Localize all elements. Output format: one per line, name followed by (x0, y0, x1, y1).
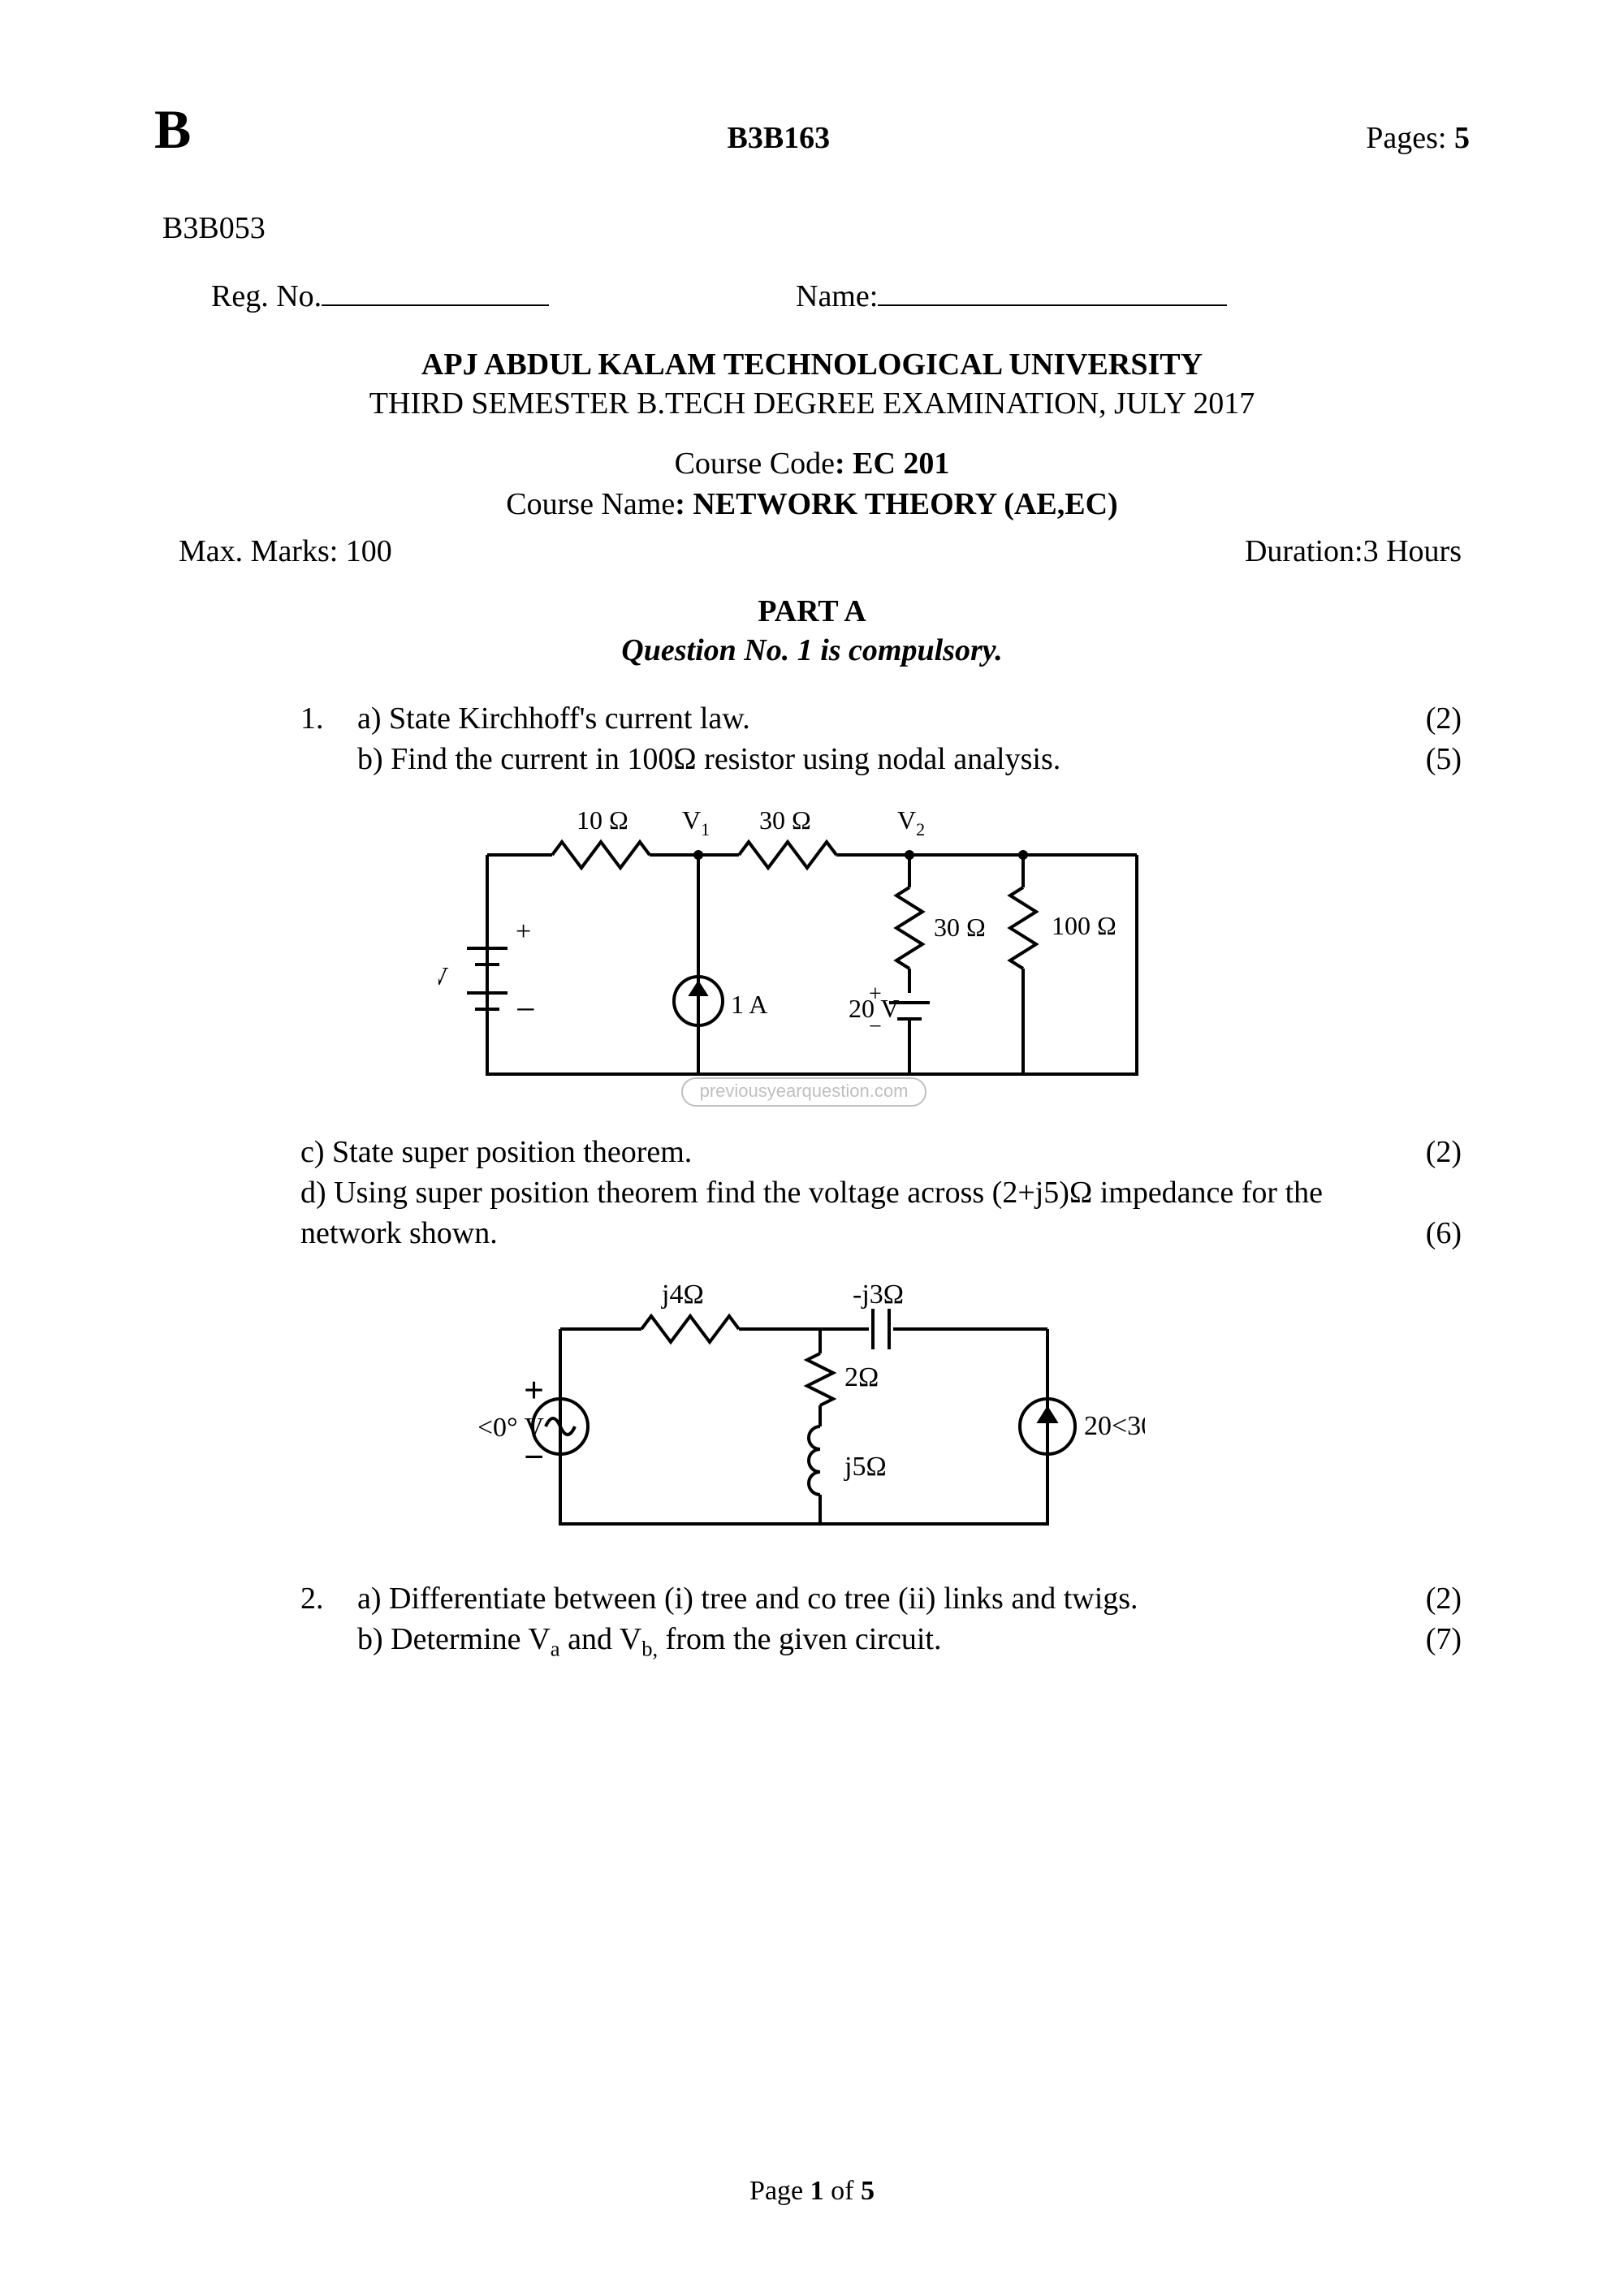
q1d-row1: d) Using super position theorem find the… (300, 1175, 1462, 1211)
course-code-label: Course Code (675, 447, 835, 481)
exam-title: THIRD SEMESTER B.TECH DEGREE EXAMINATION… (154, 386, 1470, 421)
c1-v1: V1 (682, 805, 710, 839)
pages-count: 5 (1454, 121, 1470, 155)
marks-duration-row: Max. Marks: 100 Duration:3 Hours (179, 533, 1462, 569)
c2-j4: j4Ω (661, 1280, 704, 1310)
q1d-text1: d) Using super position theorem find the… (300, 1175, 1397, 1211)
c2-isrc: 20<30° A (1084, 1411, 1145, 1441)
q1b-marks: (5) (1397, 741, 1462, 777)
footer-of: of (824, 2176, 861, 2206)
q2b-sub1: a (551, 1637, 560, 1661)
q1c-row: c) State super position theorem. (2) (300, 1134, 1462, 1170)
c1-1a: 1 A (731, 990, 767, 1019)
q2b-sub2: b, (641, 1637, 658, 1661)
university-title: APJ ABDUL KALAM TECHNOLOGICAL UNIVERSITY (154, 347, 1470, 382)
q2a-marks: (2) (1397, 1581, 1462, 1616)
pages-text: Pages: (1366, 121, 1446, 155)
course-name-label: Course Name (506, 487, 675, 521)
svg-text:previousyearquestion.com: previousyearquestion.com (700, 1081, 909, 1101)
course-name-line: Course Name: NETWORK THEORY (AE,EC) (154, 486, 1470, 522)
q2b-row: b) Determine Va and Vb, from the given c… (300, 1621, 1462, 1662)
max-marks: Max. Marks: 100 (179, 533, 392, 569)
compulsory-text: Question No. 1 is compulsory (621, 633, 995, 667)
page-footer: Page 1 of 5 (0, 2176, 1624, 2207)
c2-minus: − (524, 1437, 544, 1477)
q2b-text: b) Determine Va and Vb, from the given c… (357, 1621, 1397, 1662)
question-1-cont: c) State super position theorem. (2) d) … (300, 1134, 1462, 1251)
reg-label: Reg. No. (211, 279, 322, 313)
watermark: previousyearquestion.com (682, 1078, 926, 1106)
question-1: 1. a) State Kirchhoff's current law. (2)… (300, 701, 1462, 777)
name-field: Name: (796, 278, 1227, 314)
c1-r30a: 30 Ω (759, 805, 811, 835)
c1-r100: 100 Ω (1052, 911, 1116, 940)
q1b-spacer (300, 741, 357, 777)
q2a-row: 2. a) Differentiate between (i) tree and… (300, 1581, 1462, 1616)
course-code-value: : EC 201 (835, 447, 949, 481)
c2-neg-j3: -j3Ω (853, 1280, 904, 1310)
paper-code: B3B163 (727, 120, 830, 156)
q1a-text: a) State Kirchhoff's current law. (357, 701, 1397, 736)
q2b-spacer (300, 1621, 357, 1662)
c1-r10: 10 Ω (577, 805, 628, 835)
q1d-marks: (6) (1397, 1215, 1462, 1251)
duration: Duration:3 Hours (1245, 533, 1462, 569)
q2b-mid: and V (560, 1622, 642, 1656)
reg-underline[interactable] (322, 304, 549, 306)
q2b-post: from the given circuit. (658, 1622, 941, 1656)
footer-label: Page (749, 2176, 810, 2206)
circuit-2: j4Ω -j3Ω 2Ω j5Ω 50<0° V 20<30° A + − (154, 1264, 1470, 1556)
series-letter: B (154, 97, 191, 162)
compulsory-note: Question No. 1 is compulsory. (154, 632, 1470, 668)
q1a-marks: (2) (1397, 701, 1462, 736)
name-underline[interactable] (878, 304, 1227, 306)
q1a-row: 1. a) State Kirchhoff's current law. (2) (300, 701, 1462, 736)
q2-number: 2. (300, 1581, 357, 1616)
question-2: 2. a) Differentiate between (i) tree and… (300, 1581, 1462, 1662)
period: . (995, 633, 1003, 667)
c1-v2: V2 (897, 805, 925, 839)
c2-r2: 2Ω (844, 1362, 879, 1392)
q1d-row2: network shown. (6) (300, 1215, 1462, 1251)
circuit-2-svg: j4Ω -j3Ω 2Ω j5Ω 50<0° V 20<30° A + − (479, 1264, 1145, 1556)
c1-minus2: − (869, 1014, 882, 1039)
reg-name-row: Reg. No. Name: (211, 278, 1470, 314)
sub-code: B3B053 (162, 210, 1470, 246)
c1-plus1: + (516, 917, 531, 947)
reg-no-field: Reg. No. (211, 278, 796, 314)
q1-number: 1. (300, 701, 357, 736)
q2b-marks: (7) (1397, 1621, 1462, 1662)
circuit-1: 10 Ω V1 30 Ω V2 30 Ω 100 Ω 40 V 20 V 1 A… (154, 790, 1470, 1115)
c2-j5: j5Ω (844, 1452, 887, 1482)
q1b-row: b) Find the current in 100Ω resistor usi… (300, 741, 1462, 777)
q1d-spacer (1397, 1175, 1462, 1211)
part-heading: PART A (154, 593, 1470, 629)
q1b-text: b) Find the current in 100Ω resistor usi… (357, 741, 1397, 777)
c1-minus1: − (516, 990, 536, 1029)
c2-plus: + (524, 1370, 544, 1410)
circuit-1-svg: 10 Ω V1 30 Ω V2 30 Ω 100 Ω 40 V 20 V 1 A… (438, 790, 1186, 1115)
c1-r30b: 30 Ω (934, 913, 986, 942)
c1-40v: 40 V (438, 961, 449, 990)
c1-plus2: + (869, 982, 882, 1007)
name-label: Name: (796, 279, 878, 313)
pages-label: Pages: 5 (1366, 120, 1470, 156)
course-name-value: : NETWORK THEORY (AE,EC) (675, 487, 1118, 521)
q2a-text: a) Differentiate between (i) tree and co… (357, 1581, 1397, 1616)
q1d-text2: network shown. (300, 1215, 1397, 1251)
q2b-pre: b) Determine V (357, 1622, 551, 1656)
footer-current: 1 (810, 2176, 824, 2206)
q1c-marks: (2) (1397, 1134, 1462, 1170)
footer-total: 5 (861, 2176, 875, 2206)
q1c-text: c) State super position theorem. (300, 1134, 1397, 1170)
course-code-line: Course Code: EC 201 (154, 446, 1470, 481)
header-row: B B3B163 Pages: 5 (154, 97, 1470, 162)
